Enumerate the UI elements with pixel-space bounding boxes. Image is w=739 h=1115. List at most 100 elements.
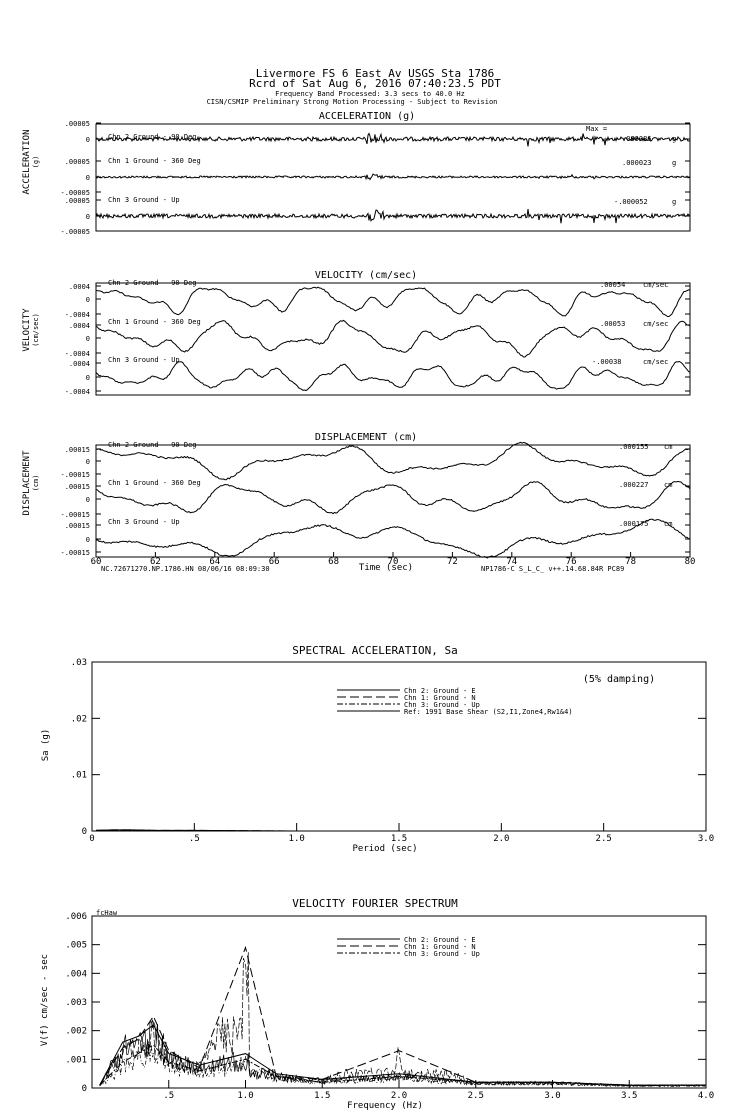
channel-unit: g — [672, 159, 676, 167]
y-tick-label: .006 — [65, 912, 87, 922]
x-tick-label: 1.5 — [314, 1091, 330, 1101]
x-tick-label: 3.0 — [544, 1091, 560, 1101]
channel-label: Chn 3 Ground - Up — [108, 356, 180, 364]
time-tick-label: 64 — [209, 557, 220, 567]
sa-damping-note: (5% damping) — [583, 674, 655, 685]
x-tick-label: 1.5 — [391, 834, 407, 844]
vfs-ylabel: V(f) cm/sec - sec — [40, 954, 50, 1046]
y-tick-label: .003 — [65, 998, 87, 1008]
legend-entry: Chn 1: Ground - N — [404, 943, 476, 951]
y-tick-label: -.0004 — [65, 350, 90, 358]
x-tick-label: 2.5 — [468, 1091, 484, 1101]
legend-entry: Chn 3: Ground - Up — [404, 950, 480, 958]
x-tick-label: 3.0 — [698, 834, 714, 844]
acceleration-traces: Chn 2 Ground - 90 Deg .000086 g.000050Chn … — [60, 120, 691, 236]
displacement-traces: Chn 2 Ground - 90 Deg .000155 cm .00015 0 -.0… — [60, 441, 691, 559]
x-tick-label: 2.5 — [596, 834, 612, 844]
channel-label: Chn 3 Ground - Up — [108, 518, 180, 526]
y-tick-label: 0 — [86, 136, 90, 144]
channel-peak: -.00038 — [592, 358, 622, 366]
series-line — [96, 829, 706, 832]
channel-peak: .000175 — [619, 520, 649, 528]
channel-label: Chn 2 Ground - 90 Deg — [108, 441, 197, 449]
velocity-unit: (cm/sec) — [32, 313, 40, 347]
legend-entry: Ref: 1991 Base Shear (S2,I1,Zone4,Rw1&4) — [404, 708, 573, 716]
y-tick-label: .0004 — [69, 322, 90, 330]
y-tick-label: .00005 — [65, 120, 90, 128]
y-tick-label: .03 — [71, 658, 87, 668]
time-tick-label: 62 — [150, 557, 161, 567]
waveform-trace — [95, 286, 691, 317]
legend-entry: Chn 3: Ground - Up — [404, 701, 480, 709]
time-axis-label: Time (sec) — [359, 563, 413, 573]
channel-unit: g — [672, 198, 676, 206]
y-tick-label: 0 — [86, 213, 90, 221]
x-tick-label: 2.0 — [391, 1091, 407, 1101]
channel-label: Chn 3 Ground - Up — [108, 196, 180, 204]
channel-unit: cm — [664, 443, 672, 451]
y-tick-label: -.00015 — [60, 511, 90, 519]
channel-unit: cm/sec — [643, 281, 668, 289]
time-axis: 60 62 64 66 68 70 72 74 76 78 80 — [91, 552, 695, 567]
y-tick-label: 0 — [86, 536, 90, 544]
y-tick-label: -.0004 — [65, 311, 90, 319]
vfs-frame — [91, 915, 707, 1089]
y-tick-label: 0 — [86, 335, 90, 343]
acceleration-ylabel: ACCELERATION — [22, 129, 32, 194]
channel-peak: -.000052 — [614, 198, 648, 206]
frequency-band: Frequency Band Processed: 3.3 secs to 40… — [275, 90, 465, 98]
y-tick-label: 0 — [86, 496, 90, 504]
waveform-trace — [95, 319, 691, 358]
channel-peak: .00054 — [600, 281, 625, 289]
series-line — [99, 1024, 706, 1086]
spectrum-trace — [99, 952, 706, 1088]
displacement-frame — [95, 444, 691, 558]
y-tick-label: -.00015 — [60, 549, 90, 557]
y-tick-label: 0 — [86, 374, 90, 382]
channel-label: Chn 1 Ground - 360 Deg — [108, 318, 201, 326]
channel-peak: .00053 — [600, 320, 625, 328]
spectrum-trace — [99, 1020, 706, 1088]
channel-unit: cm/sec — [643, 358, 668, 366]
velocity-frame — [95, 282, 691, 396]
time-tick-label: 78 — [625, 557, 636, 567]
y-tick-label: .002 — [65, 1027, 87, 1037]
time-tick-label: 72 — [447, 557, 458, 567]
vfs-xlabel: Frequency (Hz) — [347, 1101, 423, 1111]
y-tick-label: -.00005 — [60, 228, 90, 236]
y-tick-label: .02 — [71, 714, 87, 724]
y-tick-label: .005 — [65, 941, 87, 951]
y-tick-label: .00015 — [65, 483, 90, 491]
time-tick-label: 76 — [566, 557, 577, 567]
velocity-ylabel: VELOCITY — [22, 308, 32, 352]
series-line — [99, 945, 706, 1086]
legend-entry: Chn 1: Ground - N — [404, 694, 476, 702]
series-line — [96, 829, 706, 832]
time-tick-label: 68 — [328, 557, 339, 567]
channel-label: Chn 2 Ground - 90 Deg — [108, 133, 197, 141]
acceleration-unit: (g) — [32, 156, 40, 169]
time-tick-label: 70 — [388, 557, 399, 567]
record-time: Rcrd of Sat Aug 6, 2016 07:40:23.5 PDT — [249, 77, 501, 90]
y-tick-label: -.00005 — [60, 189, 90, 197]
x-tick-label: 3.5 — [621, 1091, 637, 1101]
velocity-title: VELOCITY (cm/sec) — [315, 270, 417, 281]
time-tick-label: 60 — [91, 557, 102, 567]
y-tick-label: .01 — [71, 771, 87, 781]
sa-title: SPECTRAL ACCELERATION, Sa — [292, 644, 458, 657]
waveform-trace — [95, 480, 691, 515]
y-tick-label: .004 — [65, 969, 87, 979]
acceleration-title: ACCELERATION (g) — [319, 111, 415, 122]
displacement-title: DISPLACEMENT (cm) — [315, 432, 417, 443]
y-tick-label: .00015 — [65, 522, 90, 530]
time-tick-label: 74 — [506, 557, 517, 567]
x-tick-label: 4.0 — [698, 1091, 714, 1101]
channel-unit: cm/sec — [643, 320, 668, 328]
waveform-trace — [95, 132, 691, 147]
vfs-title: VELOCITY FOURIER SPECTRUM — [292, 897, 458, 910]
sa-ylabel: Sa (g) — [41, 729, 51, 762]
waveform-trace — [95, 208, 691, 224]
displacement-ylabel: DISPLACEMENT — [22, 450, 32, 516]
x-tick-label: 2.0 — [493, 834, 509, 844]
